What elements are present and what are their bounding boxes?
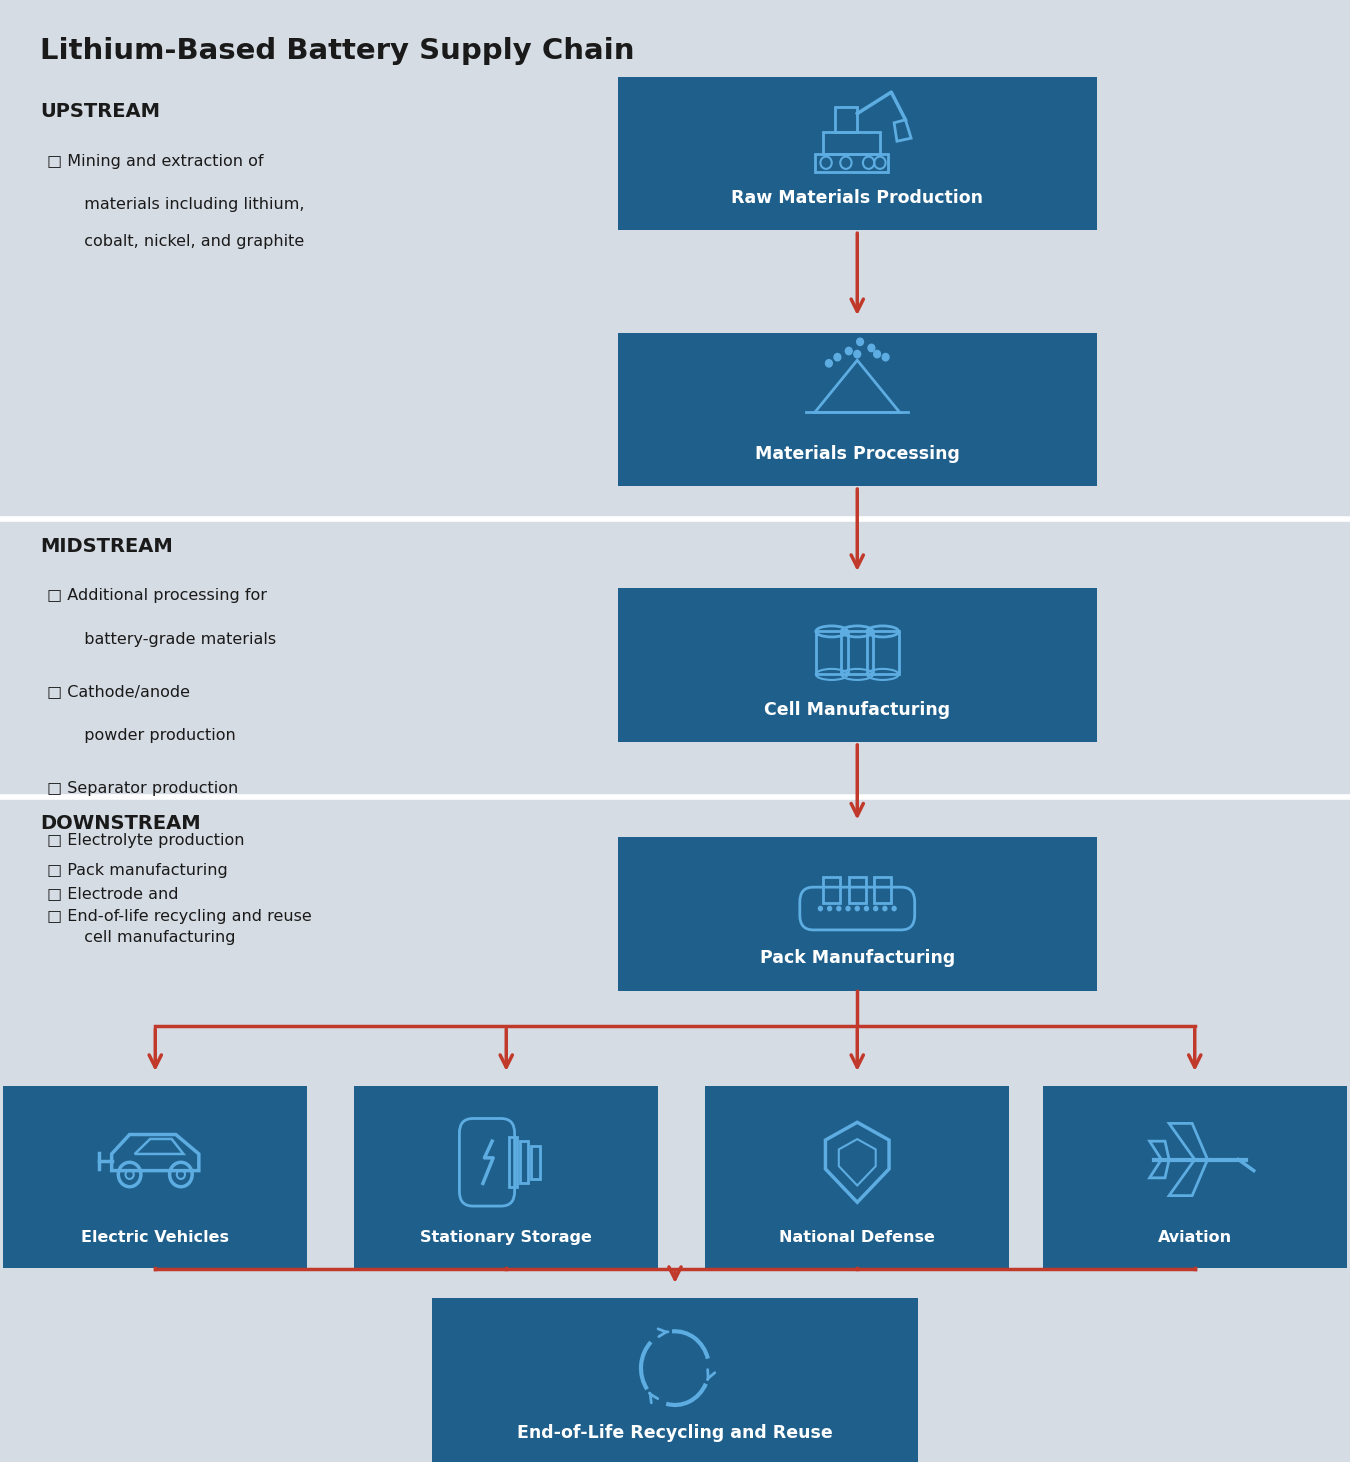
Circle shape [818, 906, 822, 911]
Circle shape [873, 351, 880, 358]
Circle shape [853, 351, 861, 358]
Circle shape [845, 348, 852, 355]
Text: Raw Materials Production: Raw Materials Production [732, 189, 983, 208]
Text: Cell Manufacturing: Cell Manufacturing [764, 700, 950, 718]
Circle shape [882, 354, 890, 361]
Text: Electric Vehicles: Electric Vehicles [81, 1230, 230, 1244]
Text: materials including lithium,: materials including lithium, [74, 197, 305, 212]
FancyBboxPatch shape [432, 1298, 918, 1462]
Text: National Defense: National Defense [779, 1230, 936, 1244]
Text: battery-grade materials: battery-grade materials [74, 632, 277, 646]
Circle shape [873, 906, 878, 911]
Circle shape [892, 906, 896, 911]
FancyBboxPatch shape [4, 1085, 306, 1268]
Circle shape [856, 906, 859, 911]
Text: Stationary Storage: Stationary Storage [420, 1230, 593, 1244]
Text: □ End-of-life recycling and reuse: □ End-of-life recycling and reuse [47, 909, 312, 924]
Circle shape [828, 906, 832, 911]
Text: □ Additional processing for: □ Additional processing for [47, 588, 267, 602]
Text: cobalt, nickel, and graphite: cobalt, nickel, and graphite [74, 234, 305, 249]
Text: cell manufacturing: cell manufacturing [74, 930, 236, 944]
Text: Lithium-Based Battery Supply Chain: Lithium-Based Battery Supply Chain [40, 37, 634, 64]
Text: MIDSTREAM: MIDSTREAM [40, 537, 173, 556]
Text: End-of-Life Recycling and Reuse: End-of-Life Recycling and Reuse [517, 1424, 833, 1442]
Text: Aviation: Aviation [1158, 1230, 1231, 1244]
Text: □ Mining and extraction of: □ Mining and extraction of [47, 154, 263, 168]
Text: DOWNSTREAM: DOWNSTREAM [40, 814, 201, 833]
Text: □ Cathode/anode: □ Cathode/anode [47, 684, 190, 699]
Text: UPSTREAM: UPSTREAM [40, 102, 161, 121]
Circle shape [857, 338, 864, 345]
FancyBboxPatch shape [617, 333, 1096, 485]
FancyBboxPatch shape [1042, 1085, 1346, 1268]
Circle shape [868, 344, 875, 352]
Text: □ Electrolyte production: □ Electrolyte production [47, 833, 244, 848]
Circle shape [837, 906, 841, 911]
Circle shape [846, 906, 850, 911]
Text: powder production: powder production [74, 728, 236, 743]
FancyBboxPatch shape [354, 1085, 659, 1268]
FancyBboxPatch shape [617, 76, 1096, 230]
Circle shape [864, 906, 868, 911]
FancyBboxPatch shape [617, 836, 1096, 991]
Circle shape [825, 360, 833, 367]
FancyBboxPatch shape [617, 588, 1096, 741]
Circle shape [883, 906, 887, 911]
Circle shape [834, 354, 841, 361]
Text: □ Electrode and: □ Electrode and [47, 886, 178, 901]
Text: Pack Manufacturing: Pack Manufacturing [760, 949, 954, 968]
FancyBboxPatch shape [705, 1085, 1008, 1268]
Text: Materials Processing: Materials Processing [755, 444, 960, 462]
Text: □ Separator production: □ Separator production [47, 781, 239, 795]
Text: □ Pack manufacturing: □ Pack manufacturing [47, 863, 228, 877]
